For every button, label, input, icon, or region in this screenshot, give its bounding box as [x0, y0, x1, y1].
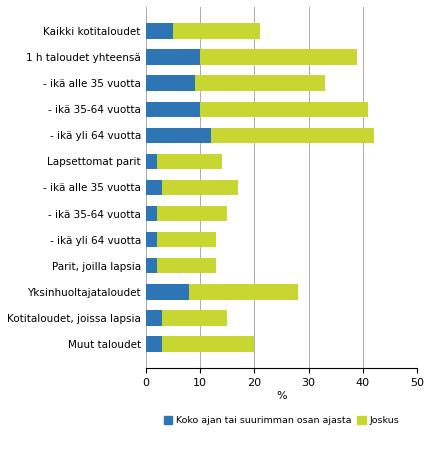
Bar	[145, 154, 156, 169]
Bar	[145, 232, 156, 248]
Bar	[162, 310, 227, 325]
Bar	[145, 310, 162, 325]
Bar	[145, 284, 189, 300]
Bar	[162, 336, 254, 352]
X-axis label: %: %	[276, 391, 286, 401]
Legend: Koko ajan tai suurimman osan ajasta, Joskus: Koko ajan tai suurimman osan ajasta, Jos…	[160, 413, 402, 429]
Bar	[189, 284, 297, 300]
Bar	[145, 49, 200, 65]
Bar	[200, 101, 367, 117]
Bar	[156, 206, 227, 221]
Bar	[156, 258, 216, 273]
Bar	[156, 232, 216, 248]
Bar	[210, 128, 373, 143]
Bar	[172, 23, 259, 39]
Bar	[145, 336, 162, 352]
Bar	[162, 180, 237, 195]
Bar	[145, 180, 162, 195]
Bar	[194, 76, 324, 91]
Bar	[145, 258, 156, 273]
Bar	[200, 49, 356, 65]
Bar	[156, 154, 221, 169]
Bar	[145, 76, 194, 91]
Bar	[145, 206, 156, 221]
Bar	[145, 128, 210, 143]
Bar	[145, 23, 172, 39]
Bar	[145, 101, 200, 117]
